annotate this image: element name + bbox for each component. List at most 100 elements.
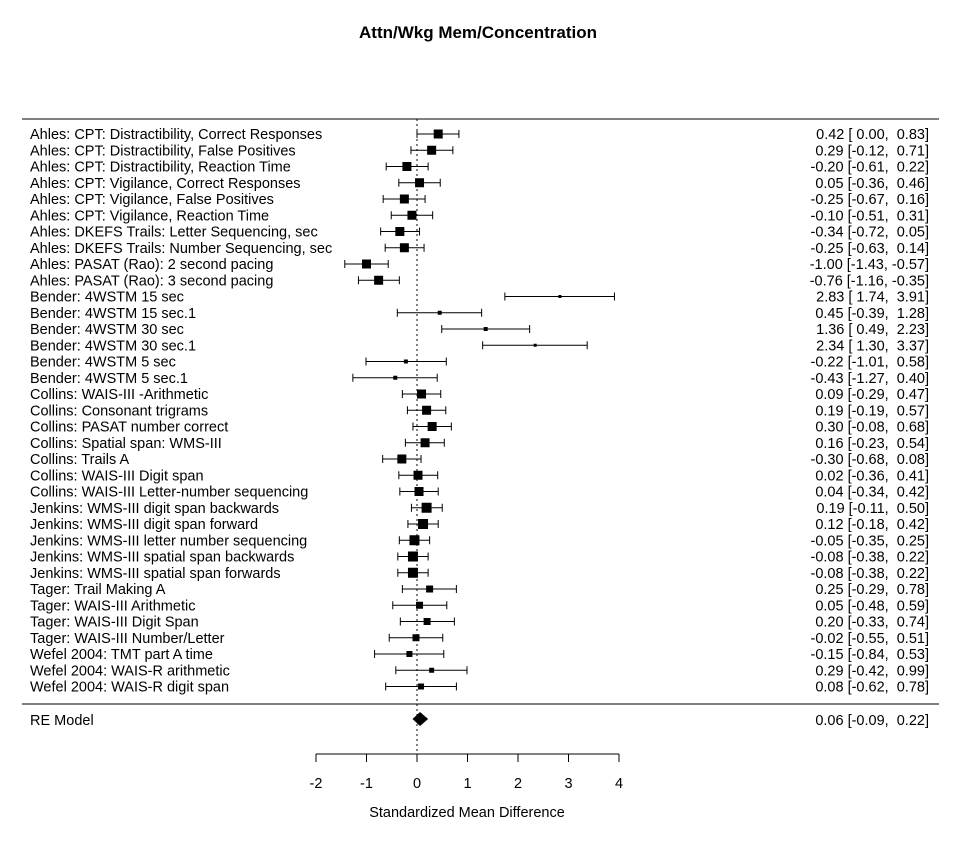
estimate-ci-text: 0.09 [-0.29, 0.47] bbox=[815, 387, 929, 403]
estimate-ci-text: -0.25 [-0.63, 0.14] bbox=[811, 241, 930, 257]
point-estimate bbox=[402, 162, 412, 171]
x-tick-label: -1 bbox=[360, 776, 373, 792]
study-label: Collins: WAIS-III Digit span bbox=[30, 468, 204, 484]
estimate-ci-text: -0.20 [-0.61, 0.22] bbox=[811, 160, 930, 176]
study-label: Wefel 2004: WAIS-R digit span bbox=[30, 680, 229, 696]
point-estimate bbox=[422, 405, 432, 415]
study-label: Bender: 4WSTM 5 sec.1 bbox=[30, 371, 188, 387]
estimate-ci-text: 0.08 [-0.62, 0.78] bbox=[815, 680, 929, 696]
point-estimate bbox=[399, 194, 409, 204]
study-row: Jenkins: WMS-III digit span forward 0.12 … bbox=[30, 517, 929, 533]
study-row: Bender: 4WSTM 5 sec.1 -0.43 [-1.27, 0.40] bbox=[30, 371, 929, 387]
summary-label: RE Model bbox=[30, 713, 94, 729]
point-estimate bbox=[420, 438, 430, 448]
estimate-ci-text: -0.05 [-0.35, 0.25] bbox=[811, 533, 930, 549]
point-estimate bbox=[395, 227, 405, 236]
study-label: Bender: 4WSTM 30 sec bbox=[30, 322, 184, 338]
study-row: Collins: Consonant trigrams 0.19 [-0.19, … bbox=[30, 403, 929, 419]
study-label: Ahles: CPT: Distractibility, Correct Res… bbox=[30, 127, 322, 143]
x-tick-label: 1 bbox=[463, 776, 471, 792]
study-label: Jenkins: WMS-III spatial span forwards bbox=[30, 566, 281, 582]
point-estimate bbox=[427, 145, 437, 155]
study-row: Ahles: CPT: Vigilance, Reaction Time -0.1… bbox=[30, 208, 929, 224]
estimate-ci-text: -0.10 [-0.51, 0.31] bbox=[811, 208, 930, 224]
study-row: Bender: 4WSTM 15 sec 2.83 [ 1.74, 3.91] bbox=[30, 290, 929, 306]
summary-diamond bbox=[412, 712, 429, 726]
estimate-ci-text: -1.00 [-1.43, -0.57] bbox=[810, 257, 929, 273]
point-estimate bbox=[418, 683, 425, 690]
estimate-ci-text: -0.43 [-1.27, 0.40] bbox=[811, 371, 930, 387]
study-row: Collins: PASAT number correct 0.30 [-0.08… bbox=[30, 420, 929, 436]
study-label: Tager: WAIS-III Number/Letter bbox=[30, 631, 225, 647]
point-estimate bbox=[393, 375, 398, 380]
study-label: Ahles: CPT: Vigilance, False Positives bbox=[30, 192, 274, 208]
study-label: Ahles: PASAT (Rao): 2 second pacing bbox=[30, 257, 273, 273]
point-estimate bbox=[433, 129, 443, 139]
estimate-ci-text: 0.19 [-0.11, 0.50] bbox=[816, 501, 929, 517]
estimate-ci-text: -0.08 [-0.38, 0.22] bbox=[811, 550, 930, 566]
study-row: Ahles: CPT: Distractibility, False Posit… bbox=[30, 143, 929, 159]
point-estimate bbox=[416, 601, 424, 609]
x-tick-label: -2 bbox=[310, 776, 323, 792]
x-axis-label: Standardized Mean Difference bbox=[369, 805, 565, 821]
study-label: Collins: Consonant trigrams bbox=[30, 403, 208, 419]
estimate-ci-text: 0.04 [-0.34, 0.42] bbox=[815, 485, 929, 501]
estimate-ci-text: 0.16 [-0.23, 0.54] bbox=[815, 436, 929, 452]
study-row: Bender: 4WSTM 30 sec.1 2.34 [ 1.30, 3.37] bbox=[30, 338, 929, 354]
study-row: Ahles: CPT: Distractibility, Reaction Ti… bbox=[30, 160, 929, 176]
summary-value: 0.06 [-0.09, 0.22] bbox=[815, 713, 929, 729]
study-row: Collins: WAIS-III Digit span 0.02 [-0.36,… bbox=[30, 468, 929, 484]
study-label: Collins: PASAT number correct bbox=[30, 420, 228, 436]
estimate-ci-text: 2.83 [ 1.74, 3.91] bbox=[816, 290, 929, 306]
point-estimate bbox=[362, 259, 371, 269]
point-estimate bbox=[558, 295, 562, 298]
x-tick-label: 0 bbox=[413, 776, 421, 792]
study-label: Ahles: CPT: Vigilance, Correct Responses bbox=[30, 176, 301, 192]
study-label: Tager: WAIS-III Digit Span bbox=[30, 615, 199, 631]
study-label: Collins: Spatial span: WMS-III bbox=[30, 436, 222, 452]
x-tick-label: 2 bbox=[514, 776, 522, 792]
estimate-ci-text: -0.15 [-0.84, 0.53] bbox=[811, 647, 930, 663]
study-row: Tager: Trail Making A 0.25 [-0.29, 0.78] bbox=[30, 582, 929, 598]
estimate-ci-text: 2.34 [ 1.30, 3.37] bbox=[816, 338, 929, 354]
study-row: Tager: WAIS-III Number/Letter -0.02 [-0.5… bbox=[30, 631, 929, 647]
estimate-ci-text: -0.22 [-1.01, 0.58] bbox=[811, 355, 930, 371]
estimate-ci-text: -0.08 [-0.38, 0.22] bbox=[811, 566, 930, 582]
study-label: Wefel 2004: WAIS-R arithmetic bbox=[30, 663, 230, 679]
study-label: Ahles: DKEFS Trails: Number Sequencing, … bbox=[30, 241, 332, 257]
study-label: Ahles: CPT: Vigilance, Reaction Time bbox=[30, 208, 269, 224]
point-estimate bbox=[374, 275, 384, 285]
study-row: Ahles: PASAT (Rao): 2 second pacing -1.00… bbox=[30, 257, 929, 273]
point-estimate bbox=[409, 535, 420, 546]
point-estimate bbox=[418, 519, 429, 529]
point-estimate bbox=[397, 454, 407, 464]
estimate-ci-text: 0.19 [-0.19, 0.57] bbox=[815, 403, 929, 419]
point-estimate bbox=[415, 178, 425, 188]
study-label: Tager: WAIS-III Arithmetic bbox=[30, 598, 195, 614]
study-rows: Ahles: CPT: Distractibility, Correct Res… bbox=[30, 127, 929, 696]
estimate-ci-text: 0.29 [-0.42, 0.99] bbox=[815, 663, 929, 679]
chart-title: Attn/Wkg Mem/Concentration bbox=[359, 23, 597, 42]
point-estimate bbox=[437, 310, 442, 315]
point-estimate bbox=[413, 470, 423, 480]
point-estimate bbox=[429, 667, 435, 673]
point-estimate bbox=[407, 567, 418, 578]
study-row: Bender: 4WSTM 15 sec.1 0.45 [-0.39, 1.28] bbox=[30, 306, 929, 322]
study-label: Ahles: CPT: Distractibility, Reaction Ti… bbox=[30, 160, 291, 176]
point-estimate bbox=[407, 551, 418, 562]
study-label: Bender: 4WSTM 15 sec bbox=[30, 290, 184, 306]
study-label: Bender: 4WSTM 5 sec bbox=[30, 355, 176, 371]
estimate-ci-text: 1.36 [ 0.49, 2.23] bbox=[816, 322, 929, 338]
study-row: Bender: 4WSTM 5 sec -0.22 [-1.01, 0.58] bbox=[30, 355, 929, 371]
study-label: Collins: WAIS-III -Arithmetic bbox=[30, 387, 208, 403]
study-row: Wefel 2004: WAIS-R digit span 0.08 [-0.62… bbox=[30, 680, 929, 696]
x-tick-label: 3 bbox=[564, 776, 572, 792]
study-label: Jenkins: WMS-III digit span forward bbox=[30, 517, 258, 533]
point-estimate bbox=[421, 502, 432, 513]
estimate-ci-text: -0.76 [-1.16, -0.35] bbox=[810, 273, 929, 289]
study-row: Jenkins: WMS-III spatial span backwards -… bbox=[30, 550, 929, 566]
study-row: Collins: Trails A -0.30 [-0.68, 0.08] bbox=[30, 452, 929, 468]
study-row: Jenkins: WMS-III spatial span forwards -0… bbox=[30, 566, 929, 582]
study-row: Collins: WAIS-III -Arithmetic 0.09 [-0.29… bbox=[30, 387, 929, 403]
